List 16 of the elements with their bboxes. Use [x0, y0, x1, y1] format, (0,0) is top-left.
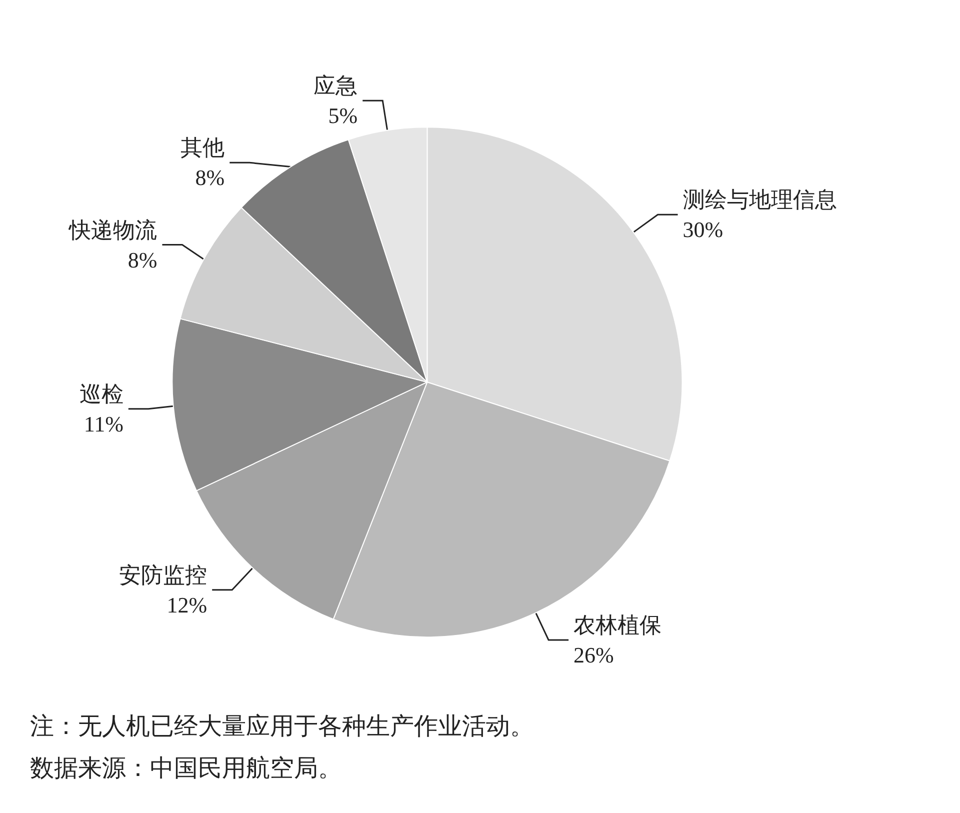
slice-label: 应急	[314, 73, 358, 98]
slice-label: 测绘与地理信息	[682, 187, 837, 212]
text: 注：无人机已经大量应用于各种生产作业活动。	[30, 713, 534, 740]
slice-label: 农林植保	[574, 612, 662, 638]
slice-label: 安防监控	[119, 562, 208, 588]
data-label: 12%	[166, 592, 208, 618]
slice-label: 巡检	[79, 381, 124, 406]
slice-label: 其他	[180, 135, 225, 160]
slice-label: 快递物流	[68, 217, 158, 242]
data-label: 8%	[128, 247, 158, 272]
data-label: 11%	[84, 411, 124, 436]
data-label: 5%	[328, 103, 358, 128]
data-label: 26%	[574, 642, 614, 668]
data-label: 8%	[195, 165, 225, 190]
data-label: 30%	[682, 217, 724, 242]
source-note: 数据来源：中国民用航空局。	[30, 755, 342, 782]
